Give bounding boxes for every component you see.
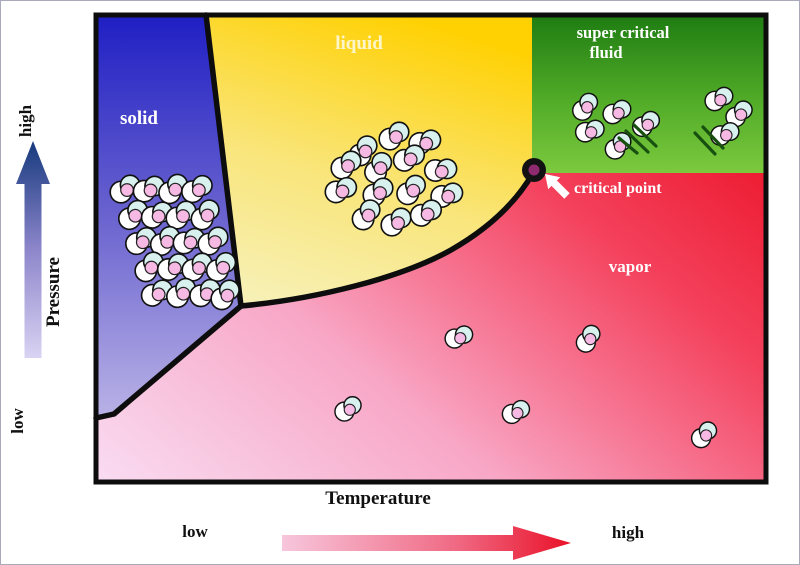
- region-label-supercritical-line1: super critical: [577, 23, 670, 42]
- critical-point-label: critical point: [574, 180, 662, 197]
- temperature-axis-label: Temperature: [325, 488, 431, 509]
- pressure-high-label: high: [16, 104, 35, 137]
- temperature-low-label: low: [182, 522, 208, 541]
- temperature-arrow-icon: [282, 526, 571, 560]
- temperature-high-label: high: [612, 523, 645, 542]
- phase-boundary-solid-liquid: [203, 12, 244, 309]
- pressure-axis-label: Pressure: [43, 257, 64, 327]
- critical-point-arrow-icon: [545, 174, 570, 199]
- region-label-vapor: vapor: [609, 257, 652, 276]
- motion-line-icon: [624, 129, 650, 154]
- plot-border: [93, 12, 769, 485]
- motion-line-icon: [693, 131, 717, 156]
- region-label-liquid: liquid: [335, 33, 383, 54]
- motion-line-icon: [632, 123, 658, 148]
- pressure-arrow-icon: [16, 141, 50, 358]
- region-label-solid: solid: [120, 108, 158, 129]
- critical-point-dot: [528, 164, 540, 176]
- motion-line-icon: [701, 125, 725, 150]
- region-label-supercritical-line2: fluid: [589, 43, 622, 62]
- molecules-layer: [109, 83, 755, 450]
- motion-line-icon: [617, 136, 639, 155]
- phase-boundary-solid-vapor: [93, 303, 244, 421]
- phase-boundary-liquid-vapor: [238, 170, 536, 309]
- pressure-low-label: low: [8, 408, 27, 434]
